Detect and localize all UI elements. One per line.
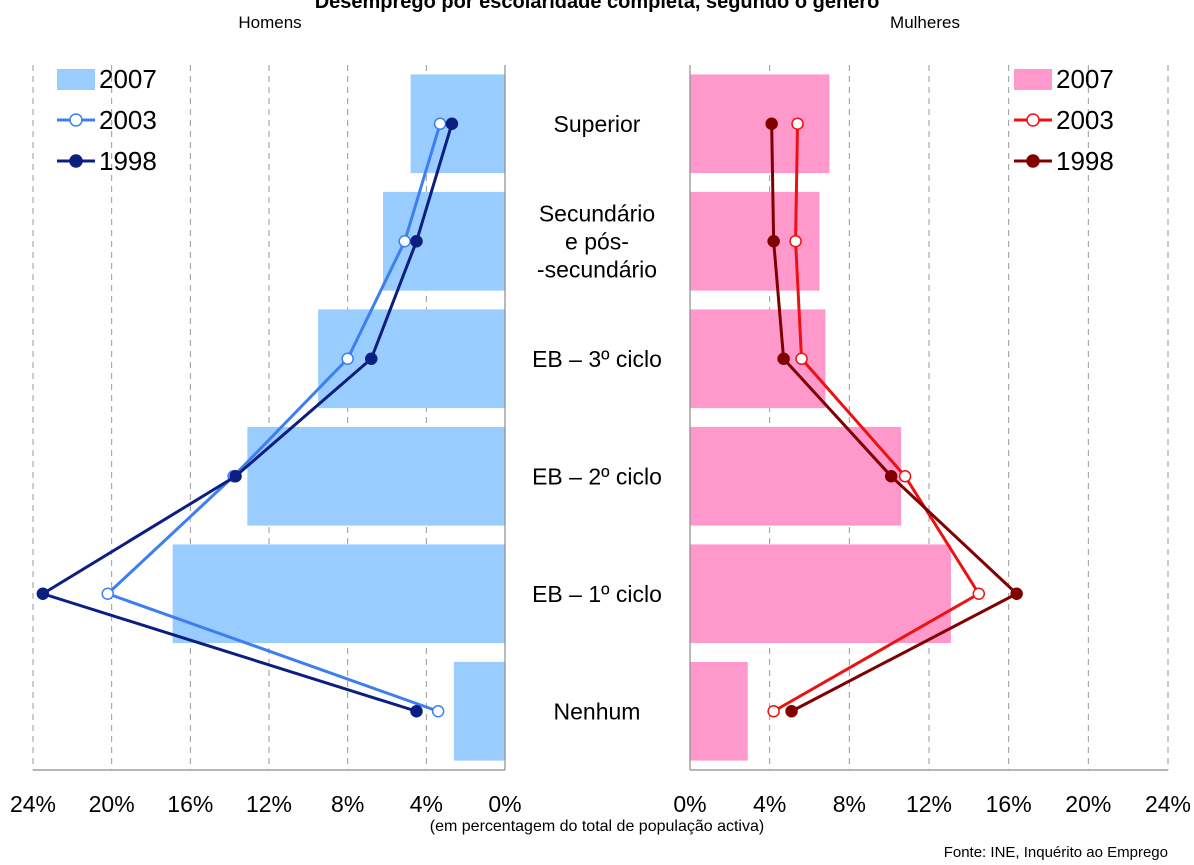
- point-mulheres-2003-2: [795, 352, 808, 365]
- category-label-line: -secundário: [537, 256, 657, 282]
- bar-homens-2007-4: [172, 544, 505, 644]
- point-mulheres-2003-4: [972, 587, 986, 600]
- bar-mulheres-2007-3: [690, 426, 902, 526]
- legend-label-mulheres-2003: 2003: [1056, 105, 1114, 135]
- point-mulheres-1998-5: [785, 705, 798, 718]
- legend-homens: 2007 2003 1998: [57, 64, 157, 176]
- point-mulheres-1998-0: [765, 117, 778, 130]
- line-mulheres-1998: [770, 123, 1019, 713]
- legend-label-homens-1998: 1998: [99, 146, 157, 176]
- tick-label-homens-4: 4%: [410, 791, 443, 817]
- point-homens-2003-2: [341, 352, 354, 365]
- lines-mulheres: [765, 117, 1023, 718]
- tick-label-mulheres-20: 20%: [1065, 791, 1111, 817]
- bar-mulheres-2007-0: [690, 74, 830, 174]
- axis-note: (em percentagem do total de população ac…: [430, 818, 764, 835]
- lines-homens: [36, 117, 459, 718]
- gridlines-homens: [32, 65, 427, 770]
- point-homens-1998-3: [229, 470, 242, 483]
- point-homens-2003-0: [433, 117, 447, 130]
- tick-label-mulheres-24: 24%: [1145, 791, 1191, 817]
- category-label-line: Secundário: [539, 200, 655, 226]
- bar-homens-2007-5: [453, 661, 505, 761]
- legend-marker-homens-2003: [69, 113, 83, 127]
- tick-label-homens-8: 8%: [331, 791, 364, 817]
- tick-label-mulheres-8: 8%: [833, 791, 866, 817]
- tick-label-homens-16: 16%: [167, 791, 213, 817]
- point-mulheres-1998-2: [777, 352, 790, 365]
- point-mulheres-1998-1: [767, 235, 780, 248]
- line-homens-1998: [41, 123, 454, 713]
- category-label-line: Nenhum: [554, 698, 641, 724]
- category-label-line: Superior: [554, 111, 641, 137]
- tick-label-mulheres-12: 12%: [906, 791, 952, 817]
- legend-marker-mulheres-1998: [1026, 154, 1040, 168]
- chart-title: Desemprego por escolaridade completa, se…: [315, 0, 880, 13]
- legend-marker-homens-1998: [69, 154, 83, 168]
- legend-label-mulheres-2007: 2007: [1056, 64, 1114, 94]
- tick-label-mulheres-4: 4%: [753, 791, 786, 817]
- axis-mulheres: 0% 4% 8% 12% 16% 20% 24%: [673, 65, 1191, 817]
- axis-homens: 0% 4% 8% 12% 16% 20% 24%: [10, 65, 522, 817]
- legend-mulheres: 2007 2003 1998: [1014, 64, 1114, 176]
- category-label-3: EB – 2º ciclo: [532, 463, 662, 489]
- legend-label-mulheres-1998: 1998: [1056, 146, 1114, 176]
- point-mulheres-2003-0: [791, 117, 804, 130]
- tick-label-mulheres-0: 0%: [673, 791, 706, 817]
- point-mulheres-2003-5: [767, 705, 780, 718]
- category-labels: Superior Secundário e pós--secundário EB – …: [532, 111, 662, 725]
- point-mulheres-2003-3: [898, 470, 912, 483]
- bars-homens-2007: [172, 74, 505, 761]
- legend-swatch-homens-2007: [57, 69, 95, 90]
- legend-swatch-mulheres-2007: [1014, 69, 1052, 90]
- bar-homens-2007-3: [247, 426, 505, 526]
- category-label-line: EB – 1º ciclo: [532, 581, 662, 607]
- point-mulheres-1998-3: [884, 470, 898, 483]
- point-homens-1998-1: [410, 235, 423, 248]
- line-homens-2003: [106, 123, 442, 713]
- legend-label-homens-2003: 2003: [99, 105, 157, 135]
- tick-label-homens-0: 0%: [488, 791, 521, 817]
- category-label-5: Nenhum: [554, 698, 641, 724]
- tick-label-homens-20: 20%: [89, 791, 135, 817]
- panel-title-mulheres: Mulheres: [890, 13, 960, 32]
- point-homens-2003-5: [431, 705, 445, 718]
- point-mulheres-2003-1: [789, 235, 802, 248]
- tick-label-mulheres-16: 16%: [986, 791, 1032, 817]
- tick-label-homens-24: 24%: [10, 791, 56, 817]
- bars-mulheres-2007: [690, 74, 951, 761]
- point-mulheres-1998-4: [1010, 587, 1023, 600]
- legend-marker-mulheres-2003: [1026, 113, 1040, 127]
- point-homens-1998-2: [365, 352, 378, 365]
- source-note: Fonte: INE, Inquérito ao Emprego: [944, 844, 1168, 861]
- point-homens-1998-4: [36, 587, 50, 600]
- category-label-line: EB – 2º ciclo: [532, 463, 662, 489]
- tick-label-homens-12: 12%: [246, 791, 292, 817]
- point-homens-2003-4: [101, 587, 114, 600]
- point-homens-1998-0: [445, 117, 459, 130]
- category-label-line: e pós-: [565, 228, 629, 254]
- category-label-0: Superior: [554, 111, 641, 137]
- point-homens-1998-5: [410, 705, 423, 718]
- category-label-2: EB – 3º ciclo: [532, 346, 662, 372]
- point-homens-2003-1: [398, 235, 411, 248]
- legend-label-homens-2007: 2007: [99, 64, 157, 94]
- gridlines-mulheres: [769, 65, 1169, 770]
- category-label-4: EB – 1º ciclo: [532, 581, 662, 607]
- category-label-1: Secundário e pós--secundário: [537, 200, 657, 282]
- line-mulheres-2003: [772, 123, 981, 713]
- bar-mulheres-2007-4: [690, 544, 951, 644]
- panel-title-homens: Homens: [238, 13, 301, 32]
- bar-mulheres-2007-5: [690, 661, 748, 761]
- category-label-line: EB – 3º ciclo: [532, 346, 662, 372]
